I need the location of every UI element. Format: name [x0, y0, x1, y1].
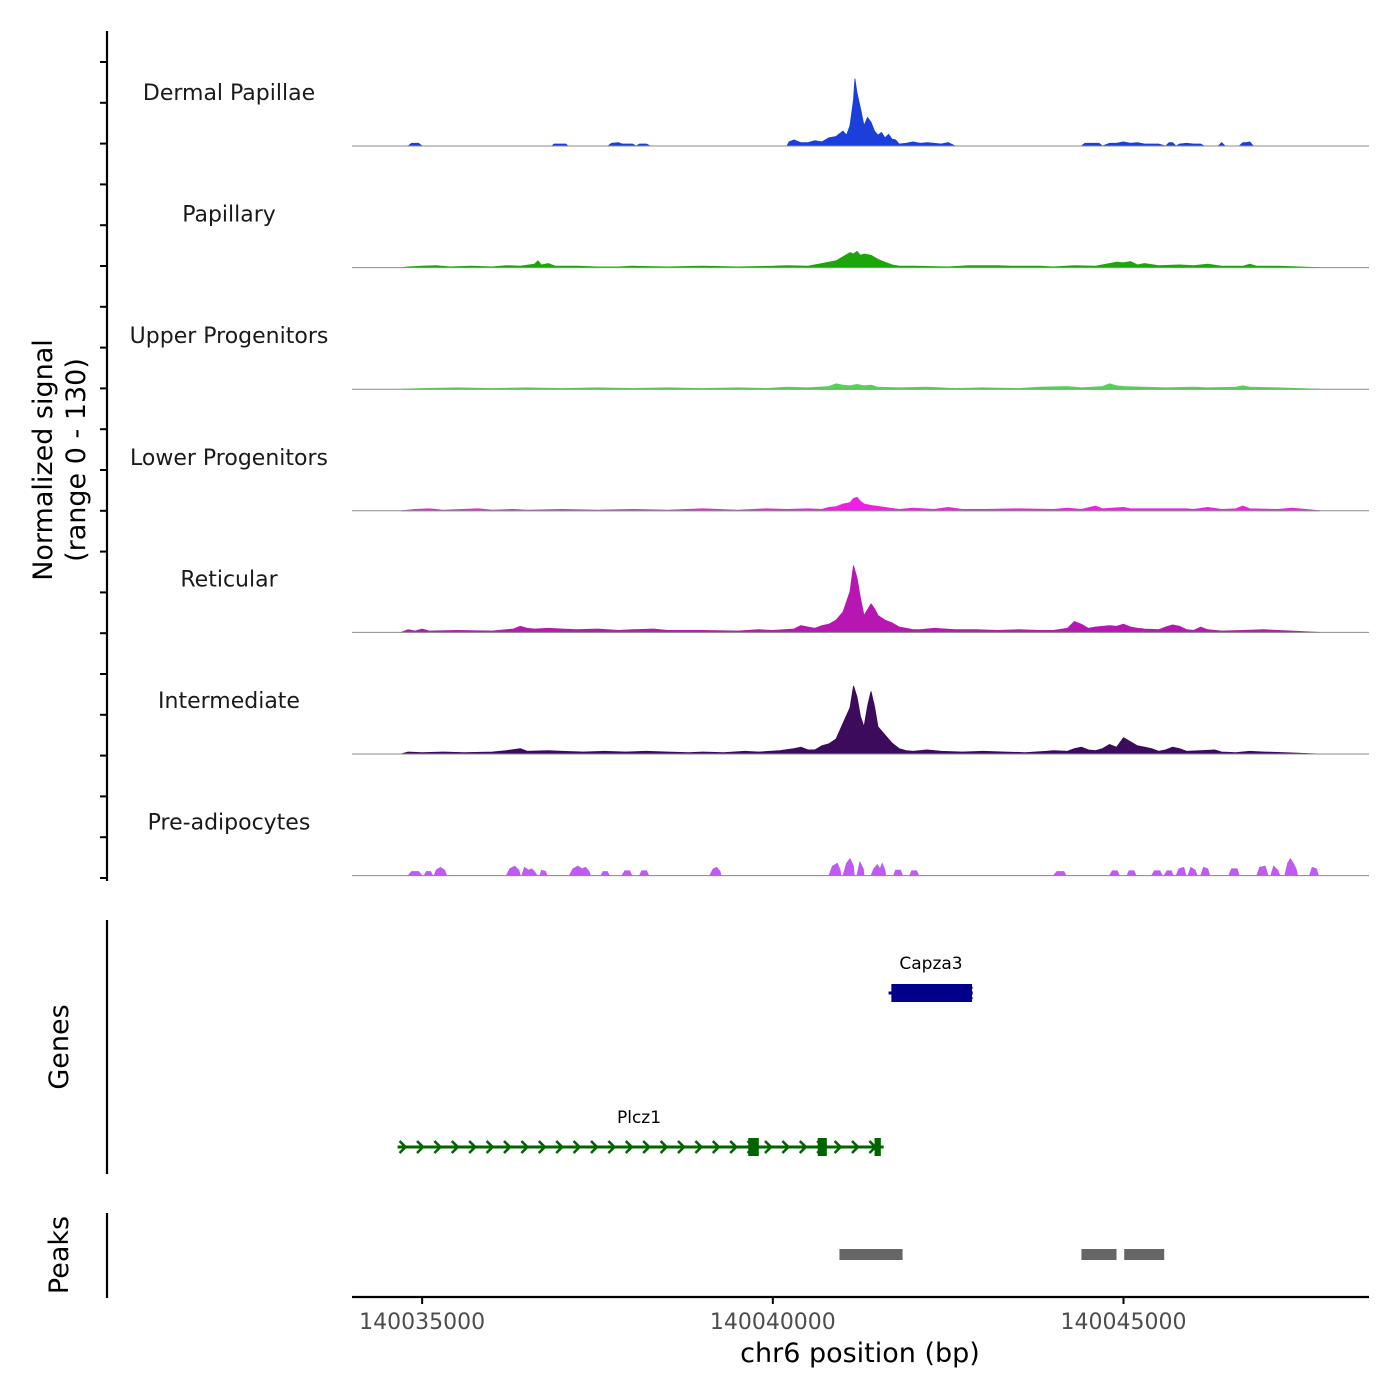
peak-regions — [839, 1249, 1165, 1260]
coverage-tracks: Dermal Papillae Papillary Upper Progenitor… — [130, 78, 1369, 877]
coverage-y-ticks — [100, 61, 107, 879]
strand-arrow-icon — [398, 1140, 408, 1154]
y-axis-title-main: Normalized signal — [28, 339, 59, 581]
x-tick-label: 140045000 — [1061, 1310, 1187, 1335]
strand-arrow-icon — [485, 1140, 495, 1154]
peaks-panel-title: Peaks — [44, 1216, 75, 1294]
strand-arrow-icon — [677, 1140, 686, 1154]
track-label-papillary: Papillary — [182, 203, 276, 228]
strand-arrow-icon — [607, 1140, 617, 1154]
track-label-dermal-papillae: Dermal Papillae — [143, 81, 315, 106]
strand-arrow-icon — [468, 1140, 478, 1154]
coverage-area-lower-progenitors — [401, 496, 1320, 512]
gene-capza3: Capza3 — [888, 954, 974, 1002]
x-tick-label: 140035000 — [359, 1310, 485, 1335]
strand-arrow-icon — [555, 1140, 565, 1154]
track-label-intermediate: Intermediate — [158, 689, 300, 714]
track-upper-progenitors: Upper Progenitors — [130, 324, 1369, 390]
gene-exon — [874, 1138, 881, 1156]
strand-arrow-icon — [450, 1140, 460, 1154]
coverage-area-papillary — [401, 250, 1320, 268]
strand-arrow-icon — [833, 1140, 843, 1154]
strand-arrow-icon — [781, 1140, 791, 1154]
strand-arrow-icon — [659, 1140, 669, 1154]
strand-arrow-icon — [624, 1140, 634, 1154]
track-papillary: Papillary — [182, 203, 1369, 269]
strand-arrow-icon — [590, 1140, 599, 1154]
peak-region — [839, 1249, 903, 1260]
peak-region — [1081, 1249, 1117, 1260]
coverage-area-intermediate — [400, 685, 1320, 755]
track-label-upper-progenitors: Upper Progenitors — [130, 324, 329, 349]
gene-annotations: Capza3 Plcz1 — [397, 954, 974, 1156]
strand-arrow-icon — [503, 1140, 512, 1154]
strand-arrow-icon — [572, 1140, 582, 1154]
gene-label-plcz1: Plcz1 — [617, 1108, 661, 1128]
genes-panel-title: Genes — [44, 1004, 75, 1089]
strand-arrow-icon — [433, 1140, 443, 1154]
strand-arrow-icon — [798, 1140, 808, 1154]
y-axis-title-range: (range 0 - 130) — [61, 358, 92, 562]
gene-exon — [891, 984, 973, 1002]
gene-plcz1: Plcz1 — [397, 1108, 884, 1156]
coverage-area-upper-progenitors — [401, 383, 1320, 390]
gene-exon — [817, 1138, 827, 1156]
track-dermal-papillae: Dermal Papillae — [143, 78, 1369, 147]
strand-arrow-icon — [520, 1140, 530, 1154]
track-pre-adipocytes: Pre-adipocytes — [148, 811, 1369, 877]
strand-arrow-icon — [764, 1140, 773, 1154]
strand-arrow-icon — [537, 1140, 547, 1154]
strand-arrow-icon — [851, 1140, 860, 1154]
track-intermediate: Intermediate — [158, 685, 1369, 755]
strand-arrow-icon — [642, 1140, 652, 1154]
strand-arrow-icon — [729, 1140, 739, 1154]
y-axis-title: Normalized signal (range 0 - 130) — [28, 339, 92, 581]
coverage-area-reticular — [400, 565, 1320, 633]
peak-region — [1124, 1249, 1165, 1260]
coverage-area-pre-adipocytes — [407, 857, 1320, 876]
coverage-area-dermal-papillae — [406, 78, 1255, 147]
gene-exon — [748, 1138, 759, 1156]
strand-arrow-icon — [711, 1140, 721, 1154]
x-axis-ticks: 140035000 140040000 140045000 — [359, 1297, 1187, 1335]
track-lower-progenitors: Lower Progenitors — [130, 446, 1369, 512]
track-reticular: Reticular — [180, 565, 1369, 633]
x-tick-label: 140040000 — [710, 1310, 836, 1335]
track-label-lower-progenitors: Lower Progenitors — [130, 446, 328, 471]
strand-arrow-icon — [694, 1140, 704, 1154]
track-label-reticular: Reticular — [180, 567, 278, 592]
gene-label-capza3: Capza3 — [899, 954, 962, 974]
track-label-pre-adipocytes: Pre-adipocytes — [148, 811, 311, 836]
x-axis-title: chr6 position (bp) — [740, 1338, 980, 1369]
strand-arrow-icon — [416, 1140, 425, 1154]
